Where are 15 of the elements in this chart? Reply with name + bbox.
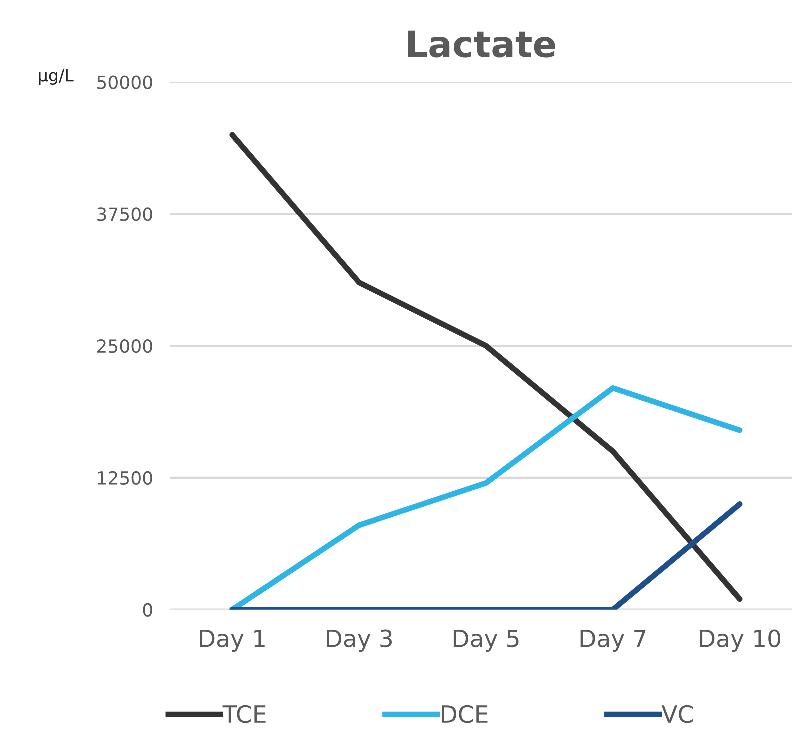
x-tick-label: Day 5	[454, 630, 519, 652]
y-axis-title: µg/L	[39, 69, 74, 86]
y-tick-label: 12500	[98, 471, 152, 486]
legend-label: VC	[662, 705, 693, 724]
y-tick-label: 25000	[97, 340, 152, 354]
y-tick-label: 50000	[98, 76, 152, 90]
legend-label: TCE	[222, 705, 266, 724]
y-tick-label: 0	[143, 603, 152, 617]
legend-label: DCE	[442, 705, 488, 724]
x-tick-label: Day 10	[700, 630, 780, 652]
y-tick-label: 37500	[98, 208, 152, 222]
x-tick-label: Day 3	[327, 630, 392, 652]
x-tick-label: Day 1	[200, 630, 265, 652]
chart-title: Lactate	[408, 30, 556, 58]
x-tick-label: Day 7	[580, 630, 646, 652]
